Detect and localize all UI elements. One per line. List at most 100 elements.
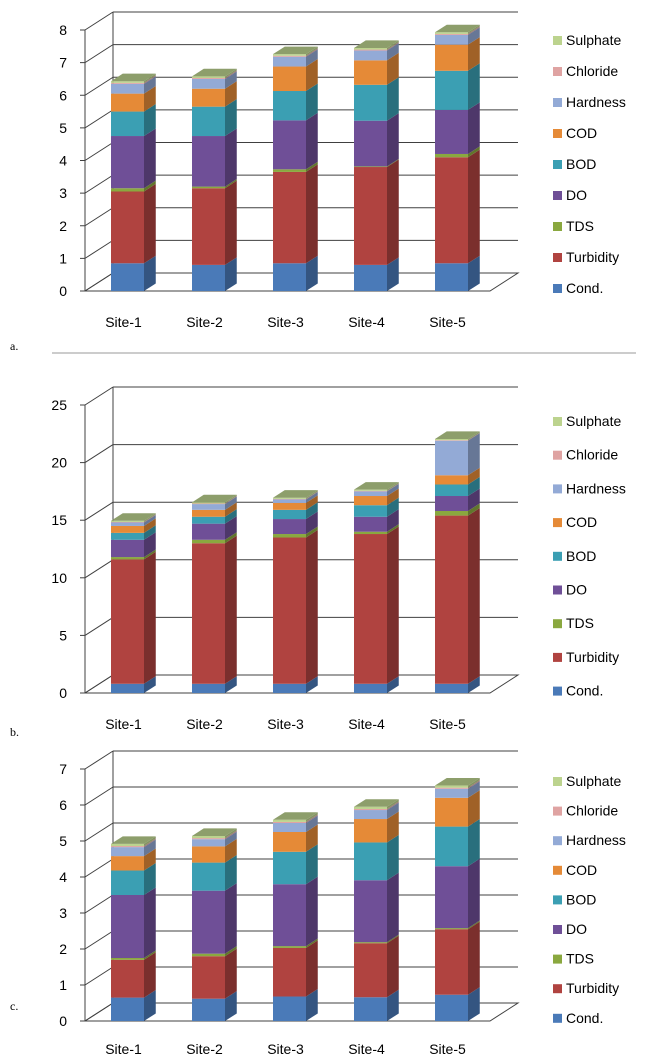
bar-site-5-hardness — [435, 781, 480, 798]
bar-site-1-chloride — [111, 838, 156, 848]
bar-face — [111, 83, 144, 94]
bar-side — [144, 514, 156, 526]
bar-side — [306, 490, 318, 499]
legend-item-cond: Cond. — [553, 280, 603, 296]
bar-site-5-do — [435, 488, 480, 511]
bar-face — [192, 862, 225, 891]
bar-side — [306, 511, 318, 535]
x-tick-label: Site-2 — [186, 716, 223, 732]
bar-face — [435, 263, 468, 291]
bar-side — [468, 920, 480, 930]
bar-side — [144, 950, 156, 960]
bar-top — [435, 24, 480, 33]
bar-face — [435, 510, 468, 516]
bar-face — [435, 797, 468, 827]
legend-label: Sulphate — [566, 32, 621, 48]
bar-site-3-turbidity — [273, 164, 318, 264]
gridline-diag — [84, 966, 114, 986]
bar-face — [354, 534, 387, 684]
bar-side — [468, 508, 480, 684]
bar-face — [435, 438, 468, 441]
bar-site-5-turbidity — [435, 921, 480, 995]
bar-site-1-cond — [111, 255, 156, 291]
bar-site-3-bod — [273, 83, 318, 121]
bar-site-2-chloride — [192, 70, 237, 79]
bar-side — [144, 513, 156, 522]
bar-site-5-sulphate — [435, 24, 480, 34]
bar-site-2-tds — [192, 179, 237, 189]
bar-face — [192, 846, 225, 863]
y-tick-label: 5 — [59, 627, 67, 643]
x-tick-label: Site-1 — [105, 1041, 142, 1057]
bar-site-1-cod — [111, 518, 156, 533]
bar-stack-site-3 — [273, 812, 318, 1021]
bar-face — [435, 866, 468, 929]
bar-side — [306, 83, 318, 121]
bar-side — [144, 518, 156, 533]
bar-face — [273, 91, 306, 121]
legend-item-hardness: Hardness — [553, 480, 626, 496]
bar-top — [111, 513, 156, 521]
bar-side — [225, 516, 237, 540]
bar-site-2-sulphate — [192, 828, 237, 839]
bar-face — [273, 947, 306, 997]
legend-label: Hardness — [566, 480, 626, 496]
bar-stack-site-5 — [435, 778, 480, 1021]
bar-site-2-turbidity — [192, 535, 237, 684]
panel-label-c: c. — [10, 999, 18, 1013]
bar-face — [111, 522, 144, 526]
bar-site-4-tds — [354, 158, 399, 168]
x-tick-label: Site-3 — [267, 716, 304, 732]
bar-site-5-cond — [435, 676, 480, 693]
bar-face — [273, 66, 306, 92]
bar-face — [354, 49, 387, 51]
bar-face — [354, 166, 387, 168]
bar-face — [354, 531, 387, 535]
bars — [111, 431, 480, 693]
legend-swatch — [553, 417, 562, 426]
bar-face — [435, 496, 468, 511]
bar-face — [354, 819, 387, 843]
bar-face — [111, 539, 144, 558]
legend-swatch — [553, 836, 562, 846]
y-tick-label: 3 — [59, 185, 67, 201]
bar-site-4-turbidity — [354, 159, 399, 265]
bar-site-5-tds — [435, 920, 480, 930]
bar-side — [387, 872, 399, 943]
bar-top — [192, 68, 237, 77]
bar-side — [225, 70, 237, 79]
x-tick-label: Site-4 — [348, 314, 385, 330]
legend-swatch — [553, 551, 562, 561]
bar-side — [225, 68, 237, 78]
bar-top — [192, 494, 237, 503]
bar-site-4-chloride — [354, 42, 399, 51]
bar-side — [306, 876, 318, 947]
bar-side — [144, 76, 156, 94]
bar-face — [192, 516, 225, 524]
bar-site-4-sulphate — [354, 40, 399, 50]
bar-side — [468, 790, 480, 827]
legend-item-do: DO — [553, 187, 587, 203]
bar-side — [225, 494, 237, 504]
gridline-diag — [84, 11, 114, 31]
bar-stack-site-4 — [354, 482, 399, 693]
panel-label-b: b. — [10, 725, 19, 739]
bar-side — [225, 71, 237, 89]
legend-item-bod: BOD — [553, 156, 596, 172]
bar-face — [192, 953, 225, 957]
y-tick-label: 0 — [59, 1013, 67, 1029]
bar-face — [192, 502, 225, 504]
bar-face — [354, 120, 387, 167]
bar-face — [111, 81, 144, 83]
bar-site-5-cond — [435, 255, 480, 291]
bar-face — [354, 491, 387, 497]
bar-stack-site-3 — [273, 490, 318, 693]
gridline-diag — [84, 239, 114, 259]
bar-face — [273, 55, 306, 57]
bar-face — [192, 956, 225, 999]
legend-label: DO — [566, 921, 587, 937]
y-tick-label: 5 — [59, 120, 67, 136]
x-tick-label: Site-4 — [348, 716, 385, 732]
bar-face — [111, 846, 144, 848]
